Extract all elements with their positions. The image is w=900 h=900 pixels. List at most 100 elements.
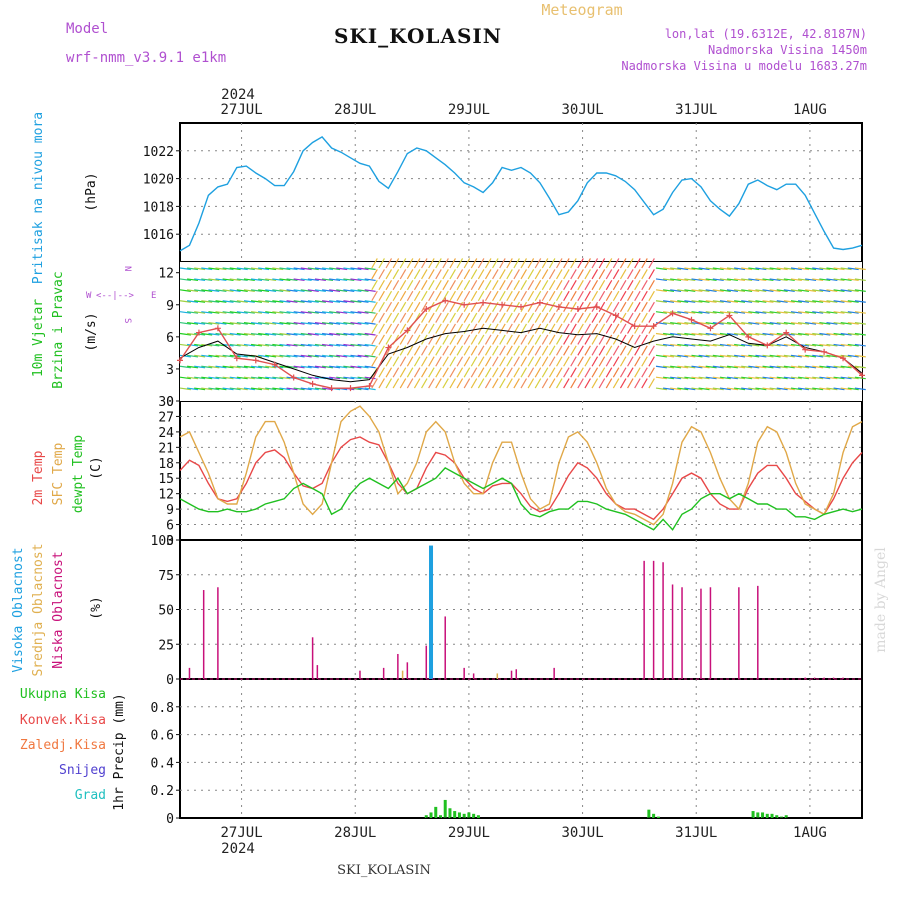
wind-barb	[314, 267, 326, 271]
wind-barb	[279, 289, 291, 292]
gust-marker	[802, 346, 809, 353]
wind-barb	[577, 367, 584, 378]
wind-barb	[492, 323, 499, 334]
wind-barb	[748, 289, 760, 292]
wind-barb	[449, 312, 456, 323]
wind-barb	[477, 269, 485, 280]
wind-barb	[428, 323, 435, 334]
gust-marker	[385, 344, 392, 351]
wind-barb	[655, 311, 667, 314]
precip-labels: Ukupna Kisa Konvek.Kisa Zaledj.Kisa Snij…	[20, 687, 127, 811]
wind-barb	[492, 280, 499, 291]
wind-barb	[357, 289, 369, 292]
wind-barb	[662, 354, 675, 358]
wind-barb	[201, 387, 213, 391]
wind-barb	[612, 345, 620, 356]
wind-barb	[805, 300, 817, 303]
wind-barb	[619, 269, 627, 280]
wind-barb	[442, 334, 449, 345]
wind-barb	[272, 387, 284, 391]
low-bar	[515, 669, 518, 679]
y-tick-label: 3	[166, 363, 174, 378]
wind-barb	[236, 300, 248, 303]
wind-barb	[712, 289, 724, 292]
wind-barb	[797, 365, 810, 369]
wind-unit: (m/s)	[84, 312, 99, 351]
wind-barb	[541, 356, 549, 367]
wind-barb	[726, 289, 738, 292]
wind-barb	[748, 354, 760, 358]
wind-barb	[385, 301, 393, 312]
wind-barb	[236, 278, 248, 282]
wind-barb	[762, 278, 774, 282]
wind-barb	[734, 311, 746, 314]
wind-title: 10m Vjetar	[31, 299, 46, 377]
wind-barb	[797, 289, 810, 292]
wind-barb	[854, 387, 866, 391]
wind-barb	[641, 356, 648, 367]
wind-barb	[194, 311, 206, 314]
gust-marker	[631, 323, 638, 330]
wind-barb	[243, 267, 255, 271]
wind-barb	[819, 387, 831, 391]
wind-barb	[570, 290, 577, 302]
pressure-unit: (hPa)	[84, 172, 99, 211]
wind-barb	[854, 267, 866, 271]
wind-barb	[797, 354, 810, 358]
wind-barb	[364, 289, 376, 292]
gust-marker	[518, 303, 524, 310]
wind-barb	[748, 387, 760, 391]
wind-barb	[670, 278, 682, 282]
wind-barb	[492, 378, 499, 389]
wind-barb	[741, 343, 753, 347]
wind-barb	[378, 345, 385, 356]
wind-barb	[179, 387, 191, 391]
wind-barb	[783, 300, 795, 303]
wind-barb	[499, 323, 506, 334]
wind-barb	[627, 258, 634, 269]
wind-barb	[236, 267, 248, 271]
wind-barb	[357, 343, 369, 347]
wind-barb	[684, 278, 696, 282]
wind-barb	[520, 312, 528, 323]
wind-barb	[435, 367, 442, 378]
wind-barb	[194, 387, 206, 391]
wind-barb	[684, 332, 696, 336]
wind-barb	[364, 311, 376, 314]
compass-w-label: W	[86, 291, 92, 301]
wind-barb	[662, 321, 675, 325]
wind-barb	[222, 267, 234, 271]
wind-barb	[769, 343, 781, 347]
wind-barb	[662, 365, 675, 369]
wind-barb	[619, 312, 627, 323]
wind-barb	[492, 312, 499, 323]
wind-barb	[726, 387, 738, 391]
tsfc-label: SFC Temp	[51, 443, 66, 506]
model-name: wrf-nmm_v3.9.1 e1km	[66, 50, 226, 66]
gust-marker	[840, 355, 847, 362]
wind-barb	[854, 343, 866, 347]
wind-barb	[684, 376, 696, 380]
wind-barb	[826, 311, 838, 314]
wind-barb	[229, 267, 241, 271]
wind-barb	[790, 365, 802, 369]
wind-barb	[300, 365, 312, 369]
total-bar	[770, 813, 774, 818]
wind-barb	[634, 290, 641, 302]
wind-barb	[513, 269, 520, 280]
t2m-label: 2m Temp	[31, 450, 46, 505]
wind-barb	[321, 267, 334, 271]
wind-barb	[712, 267, 724, 271]
wind-barb	[726, 365, 738, 369]
wind-barb	[719, 376, 731, 380]
wind-barb	[541, 323, 549, 334]
wind-barb	[698, 321, 710, 325]
gust-marker	[423, 306, 430, 313]
wind-barb	[776, 365, 788, 369]
wind-barb	[179, 267, 191, 271]
wind-barb	[677, 321, 689, 325]
wind-barb	[314, 365, 326, 369]
wind-barb	[563, 367, 570, 378]
wind-barb	[677, 343, 689, 347]
wind-barb	[719, 278, 731, 282]
